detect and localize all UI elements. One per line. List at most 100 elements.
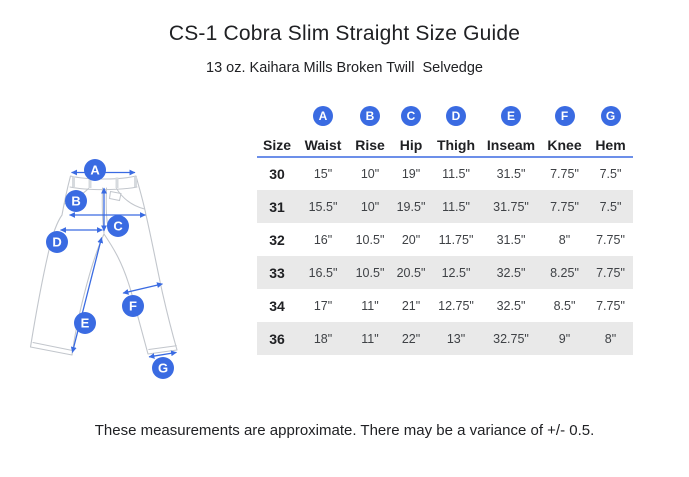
left-hem-stitch — [32, 342, 73, 351]
svg-text:G: G — [158, 361, 168, 376]
hem-cell: 8" — [604, 331, 617, 346]
waist-cell: 15" — [313, 167, 333, 181]
hip-cell: 20" — [401, 232, 421, 247]
hem-cell: 7.5" — [599, 199, 622, 214]
jeans-diagram-svg: A B C D E F G — [29, 159, 178, 379]
badge-header-row: A B C D E F G — [257, 105, 633, 133]
column-header-size: Size — [257, 133, 297, 158]
hip-cell: 19.5" — [396, 199, 426, 214]
size-cell: 34 — [269, 297, 285, 314]
right-pocket-seam — [116, 188, 145, 210]
jeans-details — [32, 176, 177, 351]
thigh-cell: 12.5" — [441, 265, 471, 280]
svg-text:C: C — [113, 219, 123, 234]
diagram-badge-b: B — [65, 190, 87, 212]
column-header-hem: Hem — [588, 133, 633, 158]
thigh-cell: 11.75" — [438, 232, 474, 247]
column-badge-c-icon: C — [401, 106, 421, 126]
badge-header-empty — [257, 105, 297, 133]
svg-text:B: B — [71, 194, 80, 209]
hip-cell: 19" — [401, 167, 421, 181]
hem-cell: 7.5" — [599, 167, 622, 181]
inseam-cell: 31.5" — [496, 167, 526, 181]
size-cell: 31 — [269, 198, 285, 215]
table-row-size-32: 32 16" 10.5" 20" 11.75" 31.5" 8" 7.75" — [257, 223, 633, 256]
diagram-badge-g: G — [152, 357, 174, 379]
rise-cell: 11" — [361, 298, 379, 313]
rise-cell: 11" — [361, 331, 379, 346]
diagram-badge-d: D — [46, 231, 68, 253]
knee-cell: 8.5" — [553, 298, 576, 313]
table-row-size-31: 31 15.5" 10" 19.5" 11.5" 31.75" 7.75" 7.… — [257, 190, 633, 223]
hem-cell: 7.75" — [596, 232, 625, 247]
thigh-cell: 13" — [446, 331, 466, 346]
waist-cell: 16" — [313, 232, 333, 247]
diagram-badge-a: A — [84, 159, 106, 181]
column-header-waist: Waist — [297, 133, 349, 158]
thigh-cell: 11.5" — [442, 167, 470, 181]
svg-text:D: D — [52, 235, 61, 250]
rise-cell: 10" — [360, 199, 380, 214]
column-badge-a-icon: A — [313, 106, 333, 126]
column-badge-b-icon: B — [360, 106, 380, 126]
knee-cell: 9" — [558, 331, 571, 346]
page-title: CS-1 Cobra Slim Straight Size Guide — [168, 22, 521, 45]
right-hem-stitch — [148, 345, 177, 350]
rise-cell: 10" — [360, 167, 380, 181]
inseam-cell: 31.5" — [496, 232, 526, 247]
diagram-badge-f: F — [122, 295, 144, 317]
size-cell: 33 — [269, 264, 285, 281]
table-row-size-30: 30 15" 10" 19" 11.5" 31.5" 7.75" 7.5" — [257, 157, 633, 190]
knee-arrow — [122, 282, 163, 295]
hip-cell: 20.5" — [396, 265, 426, 280]
knee-cell: 7.75" — [550, 167, 579, 181]
waist-cell: 17" — [313, 298, 333, 313]
waist-cell: 15.5" — [308, 199, 338, 214]
table-row-size-34: 34 17" 11" 21" 12.75" 32.5" 8.5" 7.75" — [257, 289, 633, 322]
page-subtitle: 13 oz. Kaihara Mills Broken Twill Selved… — [206, 60, 483, 76]
inseam-cell: 32.75" — [493, 331, 529, 346]
svg-text:F: F — [129, 299, 137, 314]
column-header-thigh: Thigh — [431, 133, 481, 158]
coin-pocket — [108, 190, 122, 202]
svg-text:A: A — [90, 163, 100, 178]
knee-cell: 7.75" — [550, 199, 579, 214]
hip-cell: 22" — [401, 331, 421, 346]
column-header-knee: Knee — [541, 133, 588, 158]
size-cell: 36 — [269, 330, 285, 347]
column-header-hip: Hip — [391, 133, 431, 158]
rise-cell: 10.5" — [355, 232, 385, 247]
svg-text:E: E — [81, 316, 90, 331]
size-cell: 32 — [269, 231, 285, 248]
hem-cell: 7.75" — [596, 298, 625, 313]
knee-cell: 8" — [558, 232, 571, 247]
column-badge-e-icon: E — [501, 106, 521, 126]
column-badge-g-icon: G — [600, 106, 621, 126]
column-badge-d-icon: D — [446, 106, 466, 126]
diagram-badge-e: E — [74, 312, 96, 334]
hem-arrow — [148, 350, 177, 359]
column-header-rise: Rise — [349, 133, 391, 158]
waist-cell: 18" — [313, 331, 333, 346]
hem-cell: 7.75" — [596, 265, 625, 280]
inseam-arrow — [70, 237, 104, 353]
jeans-diagram: A B C D E F G — [25, 153, 185, 388]
thigh-cell: 12.75" — [438, 298, 474, 313]
inseam-cell: 32.5" — [496, 265, 526, 280]
table-row-size-33: 33 16.5" 10.5" 20.5" 12.5" 32.5" 8.25" 7… — [257, 256, 633, 289]
waist-cell: 16.5" — [308, 265, 338, 280]
knee-cell: 8.25" — [550, 265, 579, 280]
column-badge-f-icon: F — [554, 106, 575, 126]
footnote: These measurements are approximate. Ther… — [94, 422, 595, 439]
size-table: A B C D E F G Size Waist Rise Hip Thigh … — [257, 105, 633, 355]
thigh-cell: 11.5" — [442, 199, 470, 214]
rise-cell: 10.5" — [355, 265, 385, 280]
size-cell: 30 — [269, 166, 285, 182]
column-header-inseam: Inseam — [481, 133, 541, 158]
table-row-size-36: 36 18" 11" 22" 13" 32.75" 9" 8" — [257, 322, 633, 355]
inseam-cell: 31.75" — [493, 199, 529, 214]
label-header-row: Size Waist Rise Hip Thigh Inseam Knee He… — [257, 133, 633, 158]
diagram-badge-c: C — [107, 215, 129, 237]
hip-cell: 21" — [401, 298, 421, 313]
